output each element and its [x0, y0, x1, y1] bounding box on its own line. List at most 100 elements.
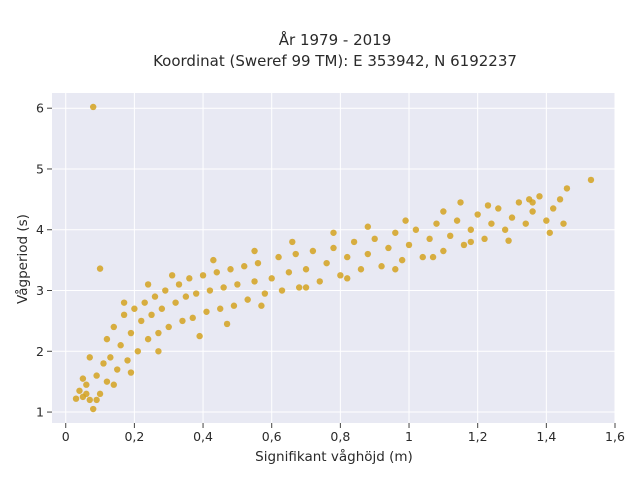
data-point — [127, 369, 135, 376]
data-point — [186, 275, 193, 282]
data-point — [488, 220, 495, 227]
data-point — [560, 220, 567, 227]
x-tick-label: 1,2 — [468, 429, 488, 444]
y-axis-ticks: 1 2 3 4 5 6 — [36, 101, 52, 420]
data-point — [501, 226, 509, 233]
x-tick-label: 0,2 — [124, 429, 144, 444]
data-point — [83, 381, 90, 388]
data-point — [199, 272, 207, 279]
data-point — [103, 335, 111, 343]
data-point — [103, 378, 111, 385]
data-point — [378, 263, 385, 270]
data-point — [344, 275, 351, 282]
data-point — [220, 284, 227, 291]
data-point — [484, 202, 492, 209]
data-point — [546, 229, 553, 236]
data-point — [227, 266, 234, 273]
data-point — [556, 196, 564, 203]
data-point — [350, 238, 358, 246]
data-point — [86, 354, 93, 361]
x-axis-label: Signifikant våghöjd (m) — [255, 448, 413, 465]
plot-area — [52, 93, 615, 423]
data-point — [120, 311, 128, 319]
data-point — [536, 193, 543, 200]
x-tick-label: 1 — [405, 429, 413, 444]
x-tick-label: 0,8 — [330, 429, 350, 444]
x-tick-label: 1,4 — [536, 429, 556, 444]
data-point — [89, 405, 97, 413]
data-point — [165, 323, 172, 331]
data-point — [96, 390, 104, 398]
data-point — [230, 302, 238, 309]
data-point — [79, 375, 87, 382]
data-point — [254, 259, 262, 267]
y-tick-label: 6 — [36, 101, 44, 116]
data-point — [213, 269, 220, 276]
data-point — [168, 272, 176, 279]
data-point — [251, 247, 258, 255]
data-point — [117, 342, 124, 349]
data-point — [402, 217, 409, 224]
data-point — [134, 348, 142, 355]
data-point — [433, 220, 440, 227]
data-point — [426, 235, 433, 243]
data-point — [419, 253, 426, 261]
data-point — [179, 317, 186, 325]
data-point — [405, 241, 413, 249]
data-point — [467, 226, 475, 233]
data-point — [550, 205, 557, 212]
data-point — [124, 357, 131, 364]
data-point — [398, 256, 406, 264]
data-point — [258, 302, 265, 309]
data-point — [440, 208, 447, 215]
data-point — [72, 395, 80, 402]
data-point — [244, 296, 251, 303]
data-point — [302, 266, 310, 273]
y-tick-label: 4 — [36, 222, 44, 237]
data-point — [278, 287, 286, 294]
data-point — [89, 103, 97, 111]
data-point — [93, 372, 100, 379]
data-point — [302, 284, 310, 291]
data-point — [210, 256, 217, 264]
data-point — [289, 238, 296, 246]
data-point — [241, 263, 248, 270]
data-point — [412, 226, 420, 233]
x-tick-label: 0 — [62, 429, 70, 444]
data-point — [155, 329, 162, 337]
y-tick-label: 5 — [36, 161, 44, 176]
data-point — [206, 287, 214, 294]
data-point — [83, 390, 90, 398]
y-tick-label: 1 — [36, 405, 44, 420]
data-point — [196, 332, 203, 340]
data-point — [337, 272, 344, 279]
data-point — [474, 211, 481, 218]
data-point — [151, 293, 159, 300]
data-point — [110, 381, 117, 388]
data-point — [505, 237, 512, 244]
data-point — [371, 235, 378, 243]
data-point — [429, 253, 437, 261]
data-point — [495, 205, 502, 212]
data-point — [385, 244, 392, 252]
data-point — [144, 281, 152, 288]
data-point — [323, 259, 330, 267]
data-point — [481, 235, 488, 243]
data-point — [330, 244, 337, 252]
data-point — [223, 320, 231, 328]
data-point — [148, 311, 155, 319]
data-point — [107, 354, 114, 361]
data-point — [175, 281, 183, 288]
data-point — [76, 387, 83, 394]
data-point — [364, 223, 372, 230]
data-point — [392, 266, 399, 273]
data-point — [192, 290, 200, 297]
data-point — [440, 247, 447, 255]
data-point — [120, 299, 128, 306]
chart-title-line-2: Koordinat (Sweref 99 TM): E 353942, N 61… — [153, 52, 517, 70]
data-point — [344, 253, 351, 261]
data-point — [86, 396, 93, 404]
y-axis-label: Vågperiod (s) — [14, 214, 31, 304]
data-point — [155, 348, 162, 355]
